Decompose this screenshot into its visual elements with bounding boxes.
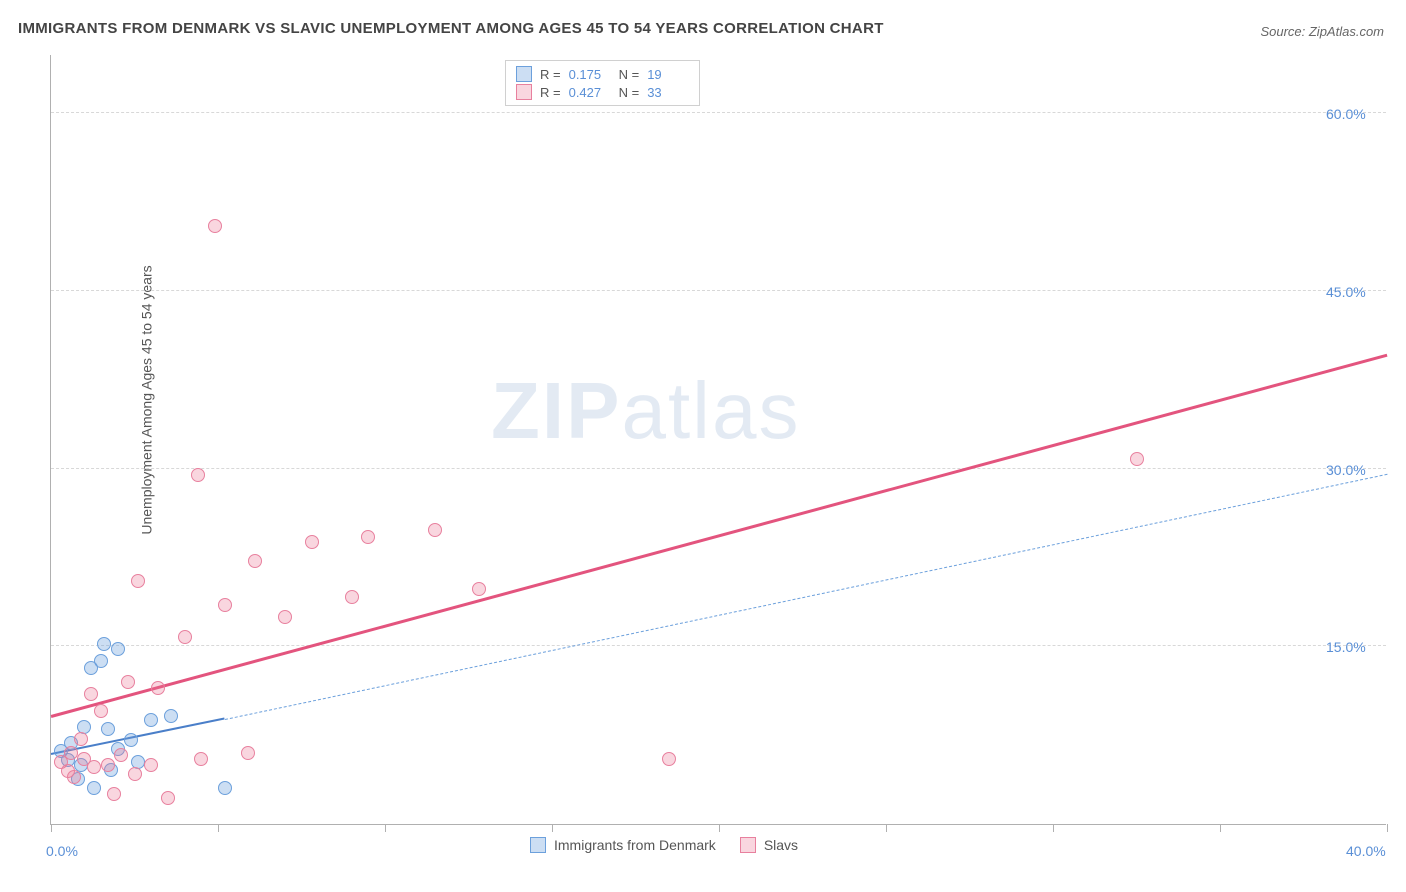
series-legend: Immigrants from Denmark Slavs bbox=[530, 837, 798, 853]
data-point bbox=[164, 709, 178, 723]
data-point bbox=[345, 590, 359, 604]
correlation-legend: R = 0.175 N = 19 R = 0.427 N = 33 bbox=[505, 60, 700, 106]
legend-r-label: R = bbox=[540, 85, 561, 100]
x-tick bbox=[51, 824, 52, 832]
legend-swatch bbox=[740, 837, 756, 853]
watermark: ZIPatlas bbox=[491, 365, 800, 457]
legend-row: R = 0.427 N = 33 bbox=[516, 83, 689, 101]
gridline bbox=[51, 112, 1386, 113]
data-point bbox=[191, 468, 205, 482]
data-point bbox=[241, 746, 255, 760]
y-tick-label: 30.0% bbox=[1326, 462, 1396, 478]
data-point bbox=[208, 219, 222, 233]
data-point bbox=[74, 732, 88, 746]
legend-item: Slavs bbox=[740, 837, 798, 853]
x-tick bbox=[385, 824, 386, 832]
chart-title: IMMIGRANTS FROM DENMARK VS SLAVIC UNEMPL… bbox=[18, 20, 884, 37]
data-point bbox=[218, 781, 232, 795]
legend-swatch bbox=[516, 84, 532, 100]
x-tick bbox=[1387, 824, 1388, 832]
data-point bbox=[151, 681, 165, 695]
x-tick-label: 40.0% bbox=[1346, 843, 1386, 859]
data-point bbox=[124, 733, 138, 747]
data-point bbox=[111, 642, 125, 656]
data-point bbox=[67, 770, 81, 784]
y-tick-label: 15.0% bbox=[1326, 639, 1396, 655]
legend-n-value: 33 bbox=[647, 85, 689, 100]
data-point bbox=[101, 722, 115, 736]
legend-item: Immigrants from Denmark bbox=[530, 837, 716, 853]
plot-area: ZIPatlas bbox=[50, 55, 1386, 825]
data-point bbox=[97, 637, 111, 651]
x-tick-label: 0.0% bbox=[46, 843, 78, 859]
data-point bbox=[472, 582, 486, 596]
legend-series-name: Immigrants from Denmark bbox=[554, 837, 716, 853]
data-point bbox=[84, 687, 98, 701]
legend-series-name: Slavs bbox=[764, 837, 798, 853]
x-tick bbox=[719, 824, 720, 832]
legend-r-value: 0.427 bbox=[569, 85, 611, 100]
legend-n-label: N = bbox=[619, 67, 640, 82]
x-tick bbox=[552, 824, 553, 832]
data-point bbox=[131, 574, 145, 588]
data-point bbox=[1130, 452, 1144, 466]
gridline bbox=[51, 645, 1386, 646]
data-point bbox=[64, 746, 78, 760]
data-point bbox=[87, 781, 101, 795]
data-point bbox=[194, 752, 208, 766]
y-tick-label: 60.0% bbox=[1326, 106, 1396, 122]
x-tick bbox=[1053, 824, 1054, 832]
data-point bbox=[178, 630, 192, 644]
data-point bbox=[94, 704, 108, 718]
watermark-zip: ZIP bbox=[491, 366, 621, 455]
data-point bbox=[87, 760, 101, 774]
trend-line bbox=[51, 354, 1388, 718]
data-point bbox=[305, 535, 319, 549]
data-point bbox=[218, 598, 232, 612]
data-point bbox=[114, 748, 128, 762]
data-point bbox=[101, 758, 115, 772]
legend-r-value: 0.175 bbox=[569, 67, 611, 82]
data-point bbox=[248, 554, 262, 568]
x-tick bbox=[218, 824, 219, 832]
legend-r-label: R = bbox=[540, 67, 561, 82]
legend-swatch bbox=[530, 837, 546, 853]
gridline bbox=[51, 290, 1386, 291]
legend-row: R = 0.175 N = 19 bbox=[516, 65, 689, 83]
data-point bbox=[662, 752, 676, 766]
data-point bbox=[144, 713, 158, 727]
source-label: Source: ZipAtlas.com bbox=[1260, 24, 1384, 39]
x-tick bbox=[886, 824, 887, 832]
data-point bbox=[278, 610, 292, 624]
y-tick-label: 45.0% bbox=[1326, 284, 1396, 300]
watermark-rest: atlas bbox=[621, 366, 800, 455]
data-point bbox=[107, 787, 121, 801]
legend-swatch bbox=[516, 66, 532, 82]
x-tick bbox=[1220, 824, 1221, 832]
data-point bbox=[94, 654, 108, 668]
data-point bbox=[128, 767, 142, 781]
gridline bbox=[51, 468, 1386, 469]
legend-n-label: N = bbox=[619, 85, 640, 100]
data-point bbox=[428, 523, 442, 537]
data-point bbox=[361, 530, 375, 544]
legend-n-value: 19 bbox=[647, 67, 689, 82]
data-point bbox=[144, 758, 158, 772]
data-point bbox=[161, 791, 175, 805]
data-point bbox=[121, 675, 135, 689]
